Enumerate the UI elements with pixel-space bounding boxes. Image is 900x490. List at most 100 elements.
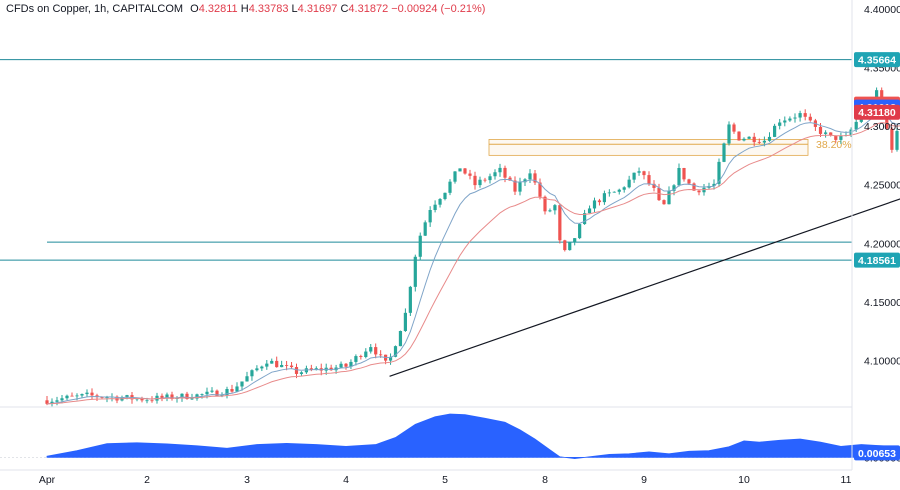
candle [344,362,348,370]
candle-body [428,209,432,223]
candle-body [488,176,492,181]
candle-body [344,363,348,367]
candle-body [513,180,517,192]
candle [90,388,94,400]
candle-body [548,210,552,212]
candle [612,191,616,193]
price-tick-label: 4.20000 [864,238,900,250]
change-value: −0.00924 (−0.21%) [391,3,486,15]
candle-body [839,135,843,140]
candle-body [463,168,467,174]
candle-body [793,117,797,119]
candle [265,360,269,370]
candle-body [573,238,577,243]
price-axis[interactable]: 4.400004.350004.300004.250004.200004.150… [851,0,900,470]
candle-body [757,142,761,143]
candle-body [70,395,74,397]
candle [478,176,482,188]
candle-body [285,365,289,366]
candle-body [289,365,294,368]
candle-body [672,185,676,191]
candle-body [90,392,94,396]
candle-body [697,190,701,193]
price-labels-layer: 4.356644.318724.316184.311804.185610.006… [854,52,900,461]
high-value: 4.33783 [248,3,289,15]
price-badge-label: 4.31180 [858,107,896,119]
candle [299,371,304,376]
candle-body [538,182,542,197]
trendline-layer[interactable] [389,108,900,377]
candle-body [408,286,412,313]
candle [364,348,368,359]
time-axis[interactable]: Apr 2 3 4 5 8 9 10 11 [0,469,852,486]
candle-body [803,113,807,117]
candle-body [498,167,502,173]
price-tick-label: 4.10000 [864,355,900,367]
candle [773,123,777,138]
candle-body [503,167,507,178]
time-tick-label: 10 [738,474,750,485]
candle-body [165,394,169,398]
candle-body [578,224,582,239]
candle-body [294,367,299,374]
candle-body [692,183,696,191]
osc-badge [854,445,900,461]
candle-body [762,140,766,143]
candle [737,131,741,141]
candle-body [85,392,89,395]
candle-body [140,398,144,401]
candle [240,381,244,391]
candle [230,384,234,393]
candle-body [783,120,787,123]
candle-body [778,122,782,126]
candle [798,110,802,122]
candle [255,365,259,372]
candle-body [508,177,512,181]
candle-body [299,372,304,374]
candle-body [100,397,104,398]
candle [453,171,457,184]
candle [235,382,239,393]
candle [398,330,403,347]
close-value: 4.31872 [348,3,389,15]
candle-body [45,400,49,404]
candle-body [558,205,562,241]
candle [890,127,894,153]
candle-body [125,395,129,398]
candle-body [80,394,84,396]
candle-body [105,397,109,399]
candle [528,169,532,184]
candle [752,132,756,147]
candle-body [359,356,363,357]
candle-body [309,368,313,370]
candle [408,285,412,317]
candle [617,188,621,195]
candle [732,122,736,134]
candle-body [473,175,477,186]
time-tick-label: 9 [641,474,647,485]
candle-body [682,167,686,180]
candle [697,190,701,196]
candle [667,186,671,205]
candle [428,206,432,227]
candle-body [602,193,606,203]
candle [50,398,54,407]
candle-body [563,240,567,251]
ema-slow-line [46,122,900,405]
candle [808,113,812,122]
candle [563,239,567,252]
symbol-title[interactable]: CFDs on Copper, 1h, CAPITALCOM [6,3,184,15]
ascending-trendline[interactable] [389,108,900,377]
candle-body [543,196,547,212]
oscillator-area [46,413,900,460]
candle-body [553,205,557,211]
candle-body [379,354,383,356]
candle-body [270,360,274,364]
candle [722,142,726,163]
candle-body [150,400,154,402]
price-tick-label: 4.15000 [864,297,900,309]
candle-body [393,346,398,357]
low-label: L [291,3,298,15]
